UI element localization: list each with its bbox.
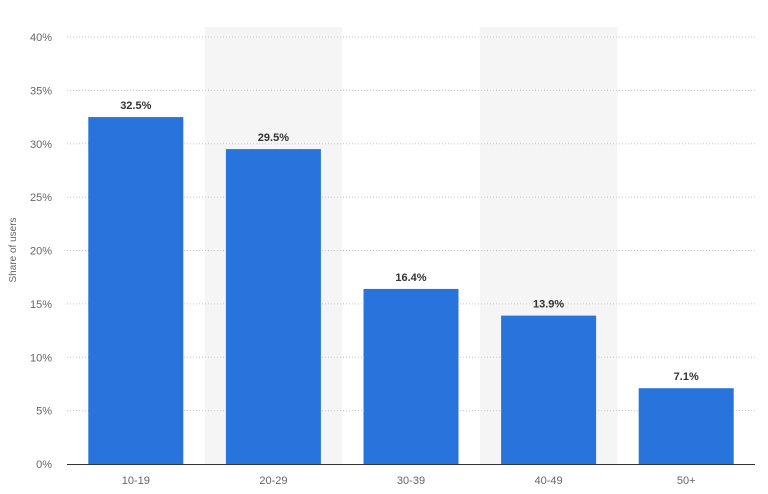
value-label: 13.9% [533,299,564,311]
x-axis-ticks: 10-19 20-29 30-39 40-49 50+ [122,475,696,487]
bar [501,315,597,464]
y-tick-label: 20% [30,246,52,258]
y-tick-label: 35% [30,85,52,97]
y-tick-label: 30% [30,139,52,151]
x-tick-label: 30-39 [397,475,425,487]
value-label: 16.4% [395,272,426,284]
value-labels: 32.5% 29.5% 16.4% 13.9% 7.1% [120,100,699,383]
y-tick-label: 0% [36,459,52,471]
value-label: 29.5% [258,132,289,144]
x-tick-label: 40-49 [535,475,563,487]
y-tick-label: 25% [30,192,52,204]
x-tick-label: 10-19 [122,475,150,487]
y-axis-title: Share of users [8,217,19,282]
x-tick-label: 50+ [677,475,696,487]
y-tick-label: 10% [30,352,52,364]
bars [88,117,734,464]
bar [638,388,734,464]
y-tick-label: 40% [30,32,52,44]
bar [225,149,321,464]
value-label: 7.1% [674,371,699,383]
y-tick-label: 15% [30,299,52,311]
bar [88,117,184,464]
y-axis-ticks: 0% 5% 10% 15% 20% 25% 30% 35% 40% [30,32,52,471]
x-tick-label: 20-29 [259,475,287,487]
bar [363,288,459,464]
value-label: 32.5% [120,100,151,112]
y-tick-label: 5% [36,406,52,418]
